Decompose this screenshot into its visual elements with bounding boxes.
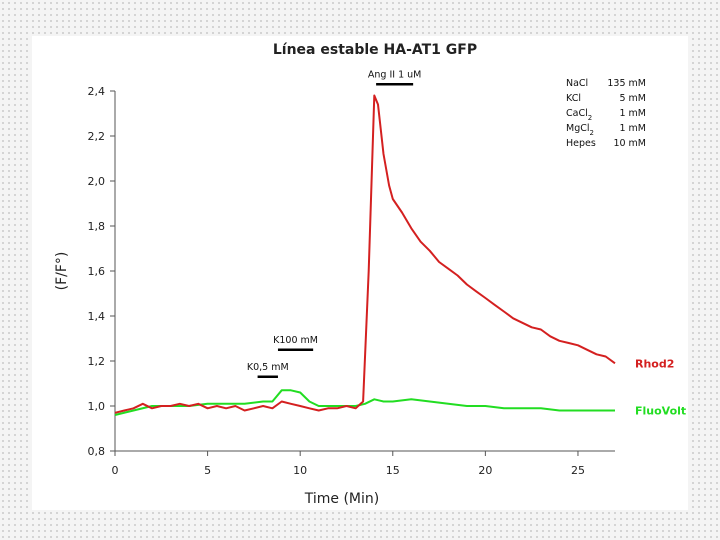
solution-conc: 1 mM — [619, 108, 646, 119]
solution-name: MgCl2 — [566, 123, 594, 137]
solution-table: NaCl 135 mM KCl 5 mM CaCl2 1 mM MgCl2 1 mM Hepes… — [566, 78, 646, 149]
ticks: 0,8 1,0 1,2 1,4 1,6 1,8 2,0 2,2 2,4 0 5 10 15 20 25 — [88, 85, 585, 477]
series-layer — [114, 94, 616, 416]
series-line-fluovolt — [114, 389, 615, 416]
x-tick-label: 5 — [204, 464, 211, 477]
y-tick-label: 1,6 — [88, 265, 106, 278]
x-tick-label: 20 — [478, 464, 492, 477]
x-tick-label: 15 — [386, 464, 400, 477]
solution-conc: 10 mM — [613, 138, 646, 149]
series-line-rhod2 — [114, 94, 616, 414]
solution-name: CaCl2 — [566, 108, 592, 122]
annotations: K0,5 mM K100 mM Ang II 1 uM — [247, 69, 421, 378]
solution-conc: 1 mM — [619, 123, 646, 134]
annotation-label: K0,5 mM — [247, 362, 289, 373]
annotation-label: K100 mM — [273, 335, 318, 346]
solution-name: Hepes — [566, 138, 596, 149]
x-tick-label: 25 — [571, 464, 585, 477]
x-tick-label: 10 — [293, 464, 307, 477]
y-tick-label: 1,2 — [88, 355, 106, 368]
axes — [114, 91, 615, 452]
solution-conc: 135 mM — [607, 78, 646, 89]
y-tick-label: 2,0 — [88, 175, 106, 188]
legend: Rhod2 FluoVolt — [635, 357, 686, 417]
solution-name: NaCl — [566, 78, 588, 89]
solution-name: KCl — [566, 93, 581, 104]
y-tick-label: 1,4 — [88, 310, 106, 323]
y-tick-label: 1,0 — [88, 400, 106, 413]
y-tick-label: 1,8 — [88, 220, 106, 233]
chart-title: Línea estable HA-AT1 GFP — [273, 42, 477, 58]
y-tick-label: 2,4 — [88, 85, 106, 98]
y-axis-label: (F/F°) — [54, 252, 70, 291]
chart: Línea estable HA-AT1 GFP 0,8 1,0 1,2 1,4 1,6… — [54, 42, 686, 507]
x-axis-label: Time (Min) — [304, 491, 379, 507]
y-tick-label: 0,8 — [88, 445, 106, 458]
y-tick-label: 2,2 — [88, 130, 106, 143]
x-tick-label: 0 — [112, 464, 119, 477]
slide: Línea estable HA-AT1 GFP 0,8 1,0 1,2 1,4 1,6… — [32, 36, 688, 510]
solution-conc: 5 mM — [619, 93, 646, 104]
annotation-label: Ang II 1 uM — [368, 69, 421, 80]
legend-entry-rhod2: Rhod2 — [635, 357, 674, 370]
legend-entry-fluovolt: FluoVolt — [635, 405, 686, 418]
